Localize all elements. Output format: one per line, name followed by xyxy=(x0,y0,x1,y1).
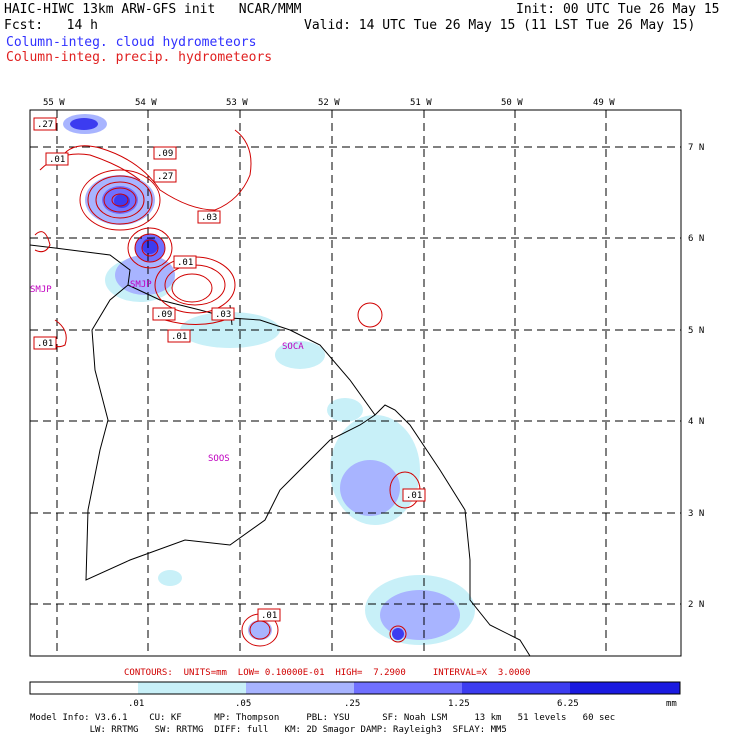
svg-text:.01: .01 xyxy=(171,332,187,342)
colorbar-bin xyxy=(570,682,680,694)
contour-label: .03 xyxy=(211,307,235,321)
lon-label: 51 W xyxy=(410,98,432,108)
station-labels: SMJP SOCA SOOS SMJP xyxy=(30,280,304,464)
lat-label: 7 N xyxy=(688,143,704,153)
lon-label: 49 W xyxy=(593,98,615,108)
colorbar-tick: 1.25 xyxy=(448,699,470,709)
title-line: HAIC-HIWC 13km ARW-GFS init NCAR/MMM xyxy=(4,2,302,17)
contour-info: CONTOURS: UNITS=mm LOW= 0.10000E-01 HIGH… xyxy=(124,668,531,678)
colorbar-bin xyxy=(354,682,462,694)
model-info-line1: Model Info: V3.6.1 CU: KF MP: Thompson P… xyxy=(30,713,616,723)
lat-label: 5 N xyxy=(688,326,704,336)
model-info-line2: LW: RRTMG SW: RRTMG DIFF: full KM: 2D Sm… xyxy=(30,725,507,735)
svg-text:.03: .03 xyxy=(215,310,231,320)
lat-label: 3 N xyxy=(688,509,704,519)
colorbar-tick: .25 xyxy=(344,699,360,709)
station-label: SOCA xyxy=(282,342,304,352)
contour-label: .09 xyxy=(153,146,177,160)
colorbar-tick: .05 xyxy=(235,699,251,709)
lon-label: 55 W xyxy=(43,98,65,108)
contour-label: .01 xyxy=(402,488,426,502)
contour-label: .01 xyxy=(167,329,191,343)
forecast-hour: Fcst: 14 h xyxy=(4,18,98,33)
svg-text:.09: .09 xyxy=(156,310,172,320)
svg-text:.01: .01 xyxy=(37,339,53,349)
svg-text:.01: .01 xyxy=(261,611,277,621)
lon-axis: 55 W 54 W 53 W 52 W 51 W 50 W 49 W xyxy=(43,98,615,108)
valid-time: Valid: 14 UTC Tue 26 May 15 (11 LST Tue … xyxy=(304,18,696,33)
contour-label: .03 xyxy=(197,210,221,224)
station-label: SMJP xyxy=(130,280,152,290)
contour-label: .09 xyxy=(152,307,176,321)
contour-label-group: .27 .01 .09 .27 .03 .01 .09 .03 .01 .01 … xyxy=(33,117,426,622)
svg-text:.01: .01 xyxy=(49,155,65,165)
precip-legend: Column-integ. precip. hydrometeors xyxy=(6,50,273,65)
colorbar-units: mm xyxy=(666,699,677,709)
contour-label: .27 xyxy=(153,169,177,183)
station-label: SMJP xyxy=(30,285,52,295)
colorbar-bin xyxy=(462,682,570,694)
lon-label: 50 W xyxy=(501,98,523,108)
lon-label: 54 W xyxy=(135,98,157,108)
lat-label: 6 N xyxy=(688,234,704,244)
colorbar-tick: .01 xyxy=(128,699,144,709)
lat-label: 2 N xyxy=(688,600,704,610)
contour-label: .01 xyxy=(45,152,69,166)
station-label: SOOS xyxy=(208,454,230,464)
lat-label: 4 N xyxy=(688,417,704,427)
svg-text:.01: .01 xyxy=(177,258,193,268)
init-time: Init: 00 UTC Tue 26 May 15 xyxy=(516,2,720,17)
lon-label: 53 W xyxy=(226,98,248,108)
map-frame xyxy=(29,109,682,657)
cloud-legend: Column-integ. cloud hydrometeors xyxy=(6,35,257,50)
contour-label: .01 xyxy=(257,608,281,622)
svg-text:.01: .01 xyxy=(406,491,422,501)
colorbar-tick: 6.25 xyxy=(557,699,579,709)
lon-label: 52 W xyxy=(318,98,340,108)
contour-label: .01 xyxy=(173,255,197,269)
colorbar-bin xyxy=(30,682,138,694)
svg-text:.27: .27 xyxy=(157,172,173,182)
svg-text:.27: .27 xyxy=(37,120,53,130)
colorbar-bin xyxy=(138,682,246,694)
lat-axis: 7 N 6 N 5 N 4 N 3 N 2 N xyxy=(688,143,704,610)
colorbar-bin xyxy=(246,682,354,694)
contour-label: .01 xyxy=(33,336,57,350)
lat-lon-grid xyxy=(30,110,681,656)
svg-text:.09: .09 xyxy=(157,149,173,159)
contour-label: .27 xyxy=(33,117,57,131)
svg-text:.03: .03 xyxy=(201,213,217,223)
